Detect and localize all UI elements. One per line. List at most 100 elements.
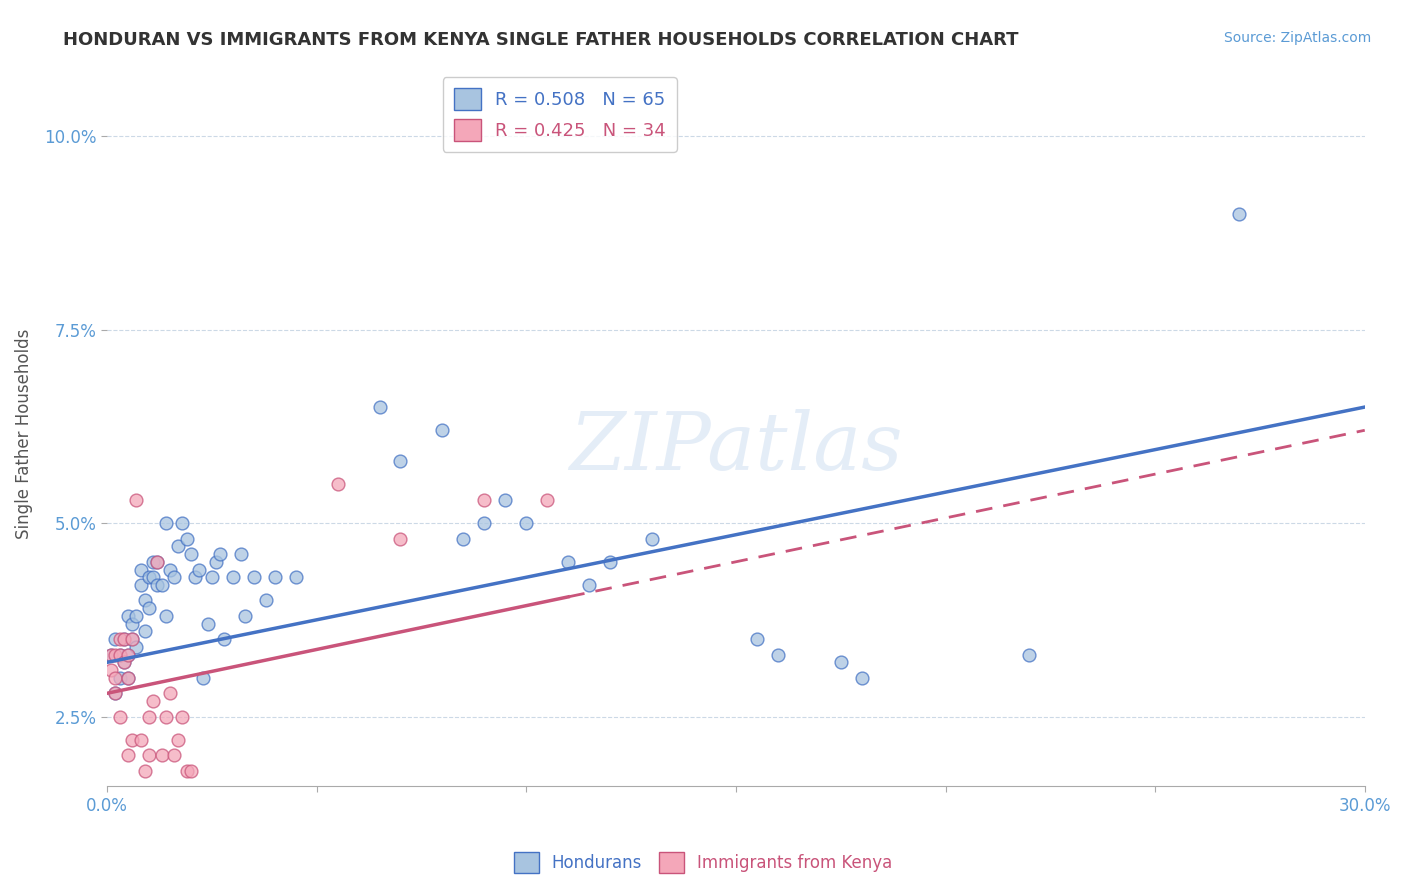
Point bbox=[134, 624, 156, 639]
Point bbox=[231, 547, 253, 561]
Point bbox=[138, 748, 160, 763]
Point bbox=[117, 748, 139, 763]
Point bbox=[235, 609, 257, 624]
Point bbox=[284, 570, 307, 584]
Point bbox=[104, 648, 127, 662]
Point bbox=[167, 539, 190, 553]
Point bbox=[745, 632, 768, 647]
Text: Source: ZipAtlas.com: Source: ZipAtlas.com bbox=[1223, 31, 1371, 45]
Point bbox=[188, 562, 211, 576]
Point bbox=[134, 593, 156, 607]
Point bbox=[172, 516, 194, 530]
Point bbox=[108, 632, 131, 647]
Point bbox=[155, 609, 177, 624]
Text: HONDURAN VS IMMIGRANTS FROM KENYA SINGLE FATHER HOUSEHOLDS CORRELATION CHART: HONDURAN VS IMMIGRANTS FROM KENYA SINGLE… bbox=[63, 31, 1019, 49]
Y-axis label: Single Father Households: Single Father Households bbox=[15, 329, 32, 540]
Point bbox=[150, 578, 173, 592]
Point bbox=[205, 555, 228, 569]
Point bbox=[108, 648, 131, 662]
Point bbox=[121, 732, 143, 747]
Point bbox=[100, 663, 122, 677]
Point bbox=[117, 648, 139, 662]
Point bbox=[108, 648, 131, 662]
Point bbox=[536, 492, 558, 507]
Point bbox=[112, 632, 135, 647]
Point bbox=[180, 764, 202, 778]
Text: ZIPatlas: ZIPatlas bbox=[569, 409, 903, 487]
Point bbox=[176, 764, 198, 778]
Point bbox=[766, 648, 789, 662]
Legend: R = 0.508   N = 65, R = 0.425   N = 34: R = 0.508 N = 65, R = 0.425 N = 34 bbox=[443, 77, 676, 152]
Point bbox=[242, 570, 264, 584]
Point bbox=[112, 632, 135, 647]
Point bbox=[167, 732, 190, 747]
Point bbox=[453, 532, 475, 546]
Point bbox=[108, 671, 131, 685]
Point bbox=[150, 748, 173, 763]
Point bbox=[368, 400, 391, 414]
Point bbox=[104, 671, 127, 685]
Point bbox=[163, 748, 186, 763]
Point bbox=[121, 616, 143, 631]
Point bbox=[197, 616, 219, 631]
Point bbox=[121, 632, 143, 647]
Point bbox=[100, 648, 122, 662]
Point bbox=[104, 686, 127, 700]
Point bbox=[159, 562, 181, 576]
Point bbox=[472, 516, 495, 530]
Point bbox=[146, 555, 169, 569]
Point bbox=[138, 570, 160, 584]
Point bbox=[142, 555, 165, 569]
Point bbox=[117, 648, 139, 662]
Point bbox=[104, 632, 127, 647]
Point bbox=[146, 578, 169, 592]
Point bbox=[222, 570, 245, 584]
Point bbox=[104, 686, 127, 700]
Point bbox=[1018, 648, 1040, 662]
Point bbox=[193, 671, 215, 685]
Point bbox=[112, 656, 135, 670]
Point bbox=[263, 570, 285, 584]
Point bbox=[155, 516, 177, 530]
Point bbox=[129, 578, 152, 592]
Point bbox=[184, 570, 207, 584]
Point bbox=[142, 694, 165, 708]
Point bbox=[851, 671, 873, 685]
Point bbox=[138, 709, 160, 723]
Point bbox=[389, 454, 412, 468]
Point bbox=[125, 492, 148, 507]
Point bbox=[138, 601, 160, 615]
Point bbox=[134, 764, 156, 778]
Point bbox=[214, 632, 236, 647]
Point bbox=[159, 686, 181, 700]
Point bbox=[180, 547, 202, 561]
Point bbox=[100, 648, 122, 662]
Point bbox=[112, 656, 135, 670]
Point bbox=[129, 562, 152, 576]
Point bbox=[155, 709, 177, 723]
Point bbox=[830, 656, 852, 670]
Point bbox=[129, 732, 152, 747]
Point bbox=[172, 709, 194, 723]
Point bbox=[515, 516, 537, 530]
Point bbox=[117, 671, 139, 685]
Point bbox=[125, 640, 148, 654]
Point bbox=[121, 632, 143, 647]
Point bbox=[125, 609, 148, 624]
Point bbox=[578, 578, 600, 592]
Point bbox=[201, 570, 224, 584]
Point bbox=[176, 532, 198, 546]
Point bbox=[108, 709, 131, 723]
Legend: Hondurans, Immigrants from Kenya: Hondurans, Immigrants from Kenya bbox=[506, 846, 900, 880]
Point bbox=[599, 555, 621, 569]
Point bbox=[1227, 207, 1250, 221]
Point bbox=[326, 477, 349, 491]
Point bbox=[641, 532, 664, 546]
Point bbox=[142, 570, 165, 584]
Point bbox=[472, 492, 495, 507]
Point bbox=[254, 593, 277, 607]
Point bbox=[117, 671, 139, 685]
Point bbox=[209, 547, 232, 561]
Point bbox=[117, 609, 139, 624]
Point bbox=[494, 492, 516, 507]
